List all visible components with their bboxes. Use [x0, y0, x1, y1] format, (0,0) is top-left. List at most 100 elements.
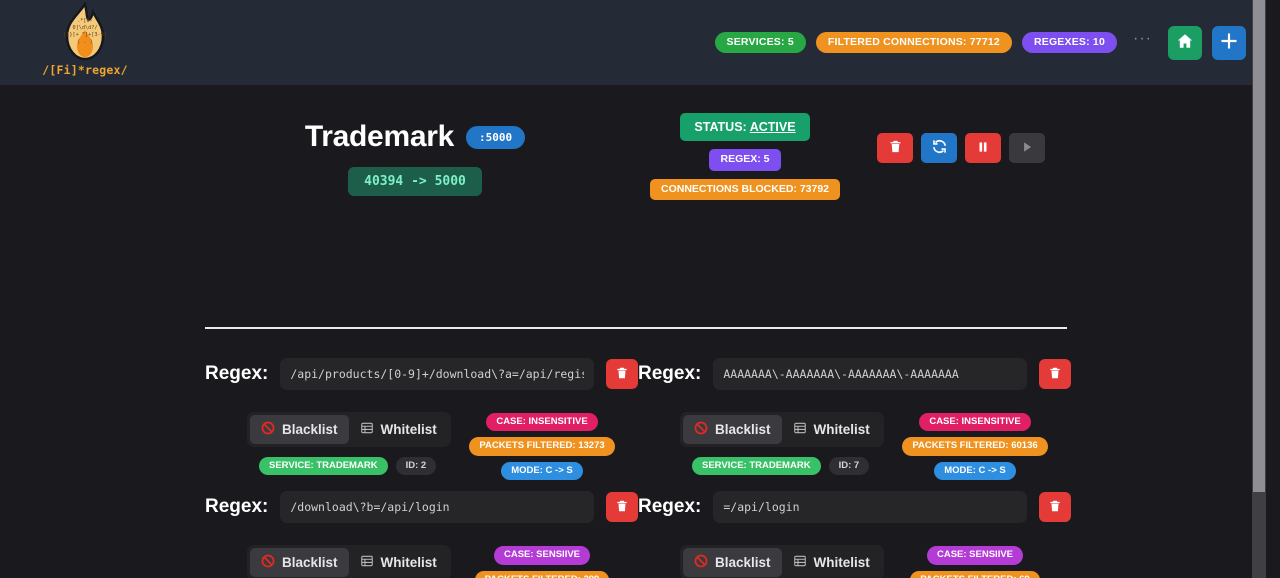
- regex-input[interactable]: [713, 491, 1027, 524]
- regex-field-label: Regex:: [205, 496, 269, 518]
- regex-stats-group: CASE: SENSIIVE PACKETS FILTERED: 299 MOD…: [447, 545, 637, 578]
- svg-text:.*[0-: .*[0-: [77, 18, 93, 24]
- regex-input[interactable]: [713, 358, 1027, 390]
- start-service-button[interactable]: [1009, 133, 1045, 163]
- trash-icon: [1048, 499, 1062, 516]
- regex-rule-card: Regex:: [205, 347, 638, 481]
- regex-field-label: Regex:: [638, 496, 702, 518]
- regexes-badge: REGEXES: 10: [1021, 32, 1118, 53]
- services-badge: SERVICES: 5: [714, 32, 806, 53]
- play-icon: [1020, 140, 1034, 157]
- list-icon: [360, 421, 374, 438]
- regex-rule-card: Regex:: [205, 480, 638, 578]
- whitelist-option[interactable]: Whitelist: [349, 415, 448, 444]
- plus-icon: [1219, 31, 1239, 54]
- delete-regex-button[interactable]: [606, 359, 638, 389]
- whitelist-label: Whitelist: [813, 422, 870, 437]
- pause-service-button[interactable]: [965, 133, 1001, 163]
- service-status-group: STATUS: ACTIVE REGEX: 5 CONNECTIONS BLOC…: [649, 113, 841, 201]
- overflow-menu-icon[interactable]: ···: [1133, 29, 1152, 47]
- flame-icon: .*[0- 0]\d\d?/ {1}[+ ^]+[3-9] ( . ): [57, 0, 113, 62]
- header-status-bar: SERVICES: 5 FILTERED CONNECTIONS: 77712 …: [714, 0, 1246, 85]
- delete-regex-button[interactable]: [1039, 359, 1071, 389]
- whitelist-option[interactable]: Whitelist: [349, 548, 448, 577]
- service-detail-page: Trademark :5000 40394 -> 5000 STATUS: AC…: [0, 85, 1266, 578]
- regenerate-service-button[interactable]: [921, 133, 957, 163]
- packets-filtered-tag: PACKETS FILTERED: 69: [910, 570, 1040, 578]
- refresh-icon: [931, 138, 948, 158]
- status-badge: STATUS: ACTIVE: [680, 113, 810, 141]
- port-mapping-badge: 40394 -> 5000: [348, 167, 482, 196]
- blacklist-label: Blacklist: [715, 555, 771, 571]
- trash-icon: [1048, 366, 1062, 383]
- filtered-connections-badge: FILTERED CONNECTIONS: 77712: [815, 32, 1012, 53]
- home-button[interactable]: [1168, 25, 1202, 60]
- whitelist-label: Whitelist: [813, 555, 870, 571]
- list-mode-toggle: Blacklist Whitelist: [680, 545, 884, 578]
- app-header: .*[0- 0]\d\d?/ {1}[+ ^]+[3-9] ( . ) /[Fi…: [0, 0, 1266, 85]
- service-tag: SERVICE: TRADEMARK: [692, 457, 821, 476]
- regex-stats-group: CASE: INSENSITIVE PACKETS FILTERED: 1327…: [447, 412, 637, 481]
- direction-mode-tag: MODE: C -> S: [501, 461, 583, 481]
- packets-filtered-tag: PACKETS FILTERED: 299: [474, 570, 610, 578]
- svg-text:{1}[+ ^]+[3-9]: {1}[+ ^]+[3-9]: [63, 32, 107, 38]
- add-service-button[interactable]: [1212, 25, 1246, 60]
- service-status-and-actions: STATUS: ACTIVE REGEX: 5 CONNECTIONS BLOC…: [649, 113, 1215, 201]
- whitelist-label: Whitelist: [380, 422, 437, 437]
- blacklist-label: Blacklist: [715, 422, 771, 437]
- regex-rule-card: Regex:: [638, 480, 1071, 578]
- blacklist-label: Blacklist: [282, 555, 338, 571]
- list-icon: [360, 554, 374, 571]
- blacklist-option[interactable]: Blacklist: [683, 415, 782, 444]
- delete-regex-button[interactable]: [606, 492, 638, 523]
- pause-icon: [976, 140, 990, 157]
- blacklist-option[interactable]: Blacklist: [250, 415, 349, 444]
- scrollbar-thumb[interactable]: [1253, 0, 1265, 492]
- regex-rules-grid: Regex:: [0, 347, 1266, 578]
- block-icon: [694, 554, 708, 571]
- trash-icon: [615, 499, 629, 516]
- regex-mode-group: Blacklist Whitelist SERVICE: TRADEMARK: [247, 545, 451, 578]
- packets-filtered-tag: PACKETS FILTERED: 13273: [469, 437, 615, 456]
- status-label: STATUS:: [694, 120, 750, 134]
- delete-regex-button[interactable]: [1039, 492, 1071, 523]
- case-sensitivity-tag: CASE: SENSIIVE: [926, 546, 1024, 565]
- brand-logo[interactable]: .*[0- 0]\d\d?/ {1}[+ ^]+[3-9] ( . ) /[Fi…: [42, 0, 128, 77]
- packets-filtered-tag: PACKETS FILTERED: 60136: [902, 437, 1048, 456]
- whitelist-option[interactable]: Whitelist: [782, 415, 881, 444]
- list-icon: [793, 421, 807, 438]
- delete-service-button[interactable]: [877, 133, 913, 163]
- case-sensitivity-tag: CASE: INSENSITIVE: [486, 413, 598, 432]
- block-icon: [261, 421, 275, 438]
- page-scrollbar[interactable]: [1252, 0, 1266, 578]
- section-divider: [205, 327, 1067, 329]
- service-summary: Trademark :5000 40394 -> 5000 STATUS: AC…: [0, 85, 1266, 235]
- regex-input[interactable]: [280, 358, 594, 390]
- blacklist-option[interactable]: Blacklist: [250, 548, 349, 578]
- list-icon: [793, 554, 807, 571]
- direction-mode-tag: MODE: C -> S: [934, 461, 1016, 481]
- regex-field-label: Regex:: [638, 363, 702, 384]
- list-mode-toggle: Blacklist Whitelist: [680, 412, 884, 447]
- regex-stats-group: CASE: SENSIIVE PACKETS FILTERED: 69 MODE…: [880, 545, 1070, 578]
- regex-mode-group: Blacklist Whitelist SERVICE: TRADEMARK: [680, 545, 884, 578]
- whitelist-option[interactable]: Whitelist: [782, 548, 881, 577]
- regex-mode-group: Blacklist Whitelist SERVICE: TRADEMARK: [247, 412, 451, 480]
- case-sensitivity-tag: CASE: INSENSITIVE: [919, 413, 1031, 432]
- regex-input[interactable]: [280, 491, 594, 524]
- trash-icon: [888, 139, 903, 157]
- block-icon: [261, 554, 275, 571]
- svg-text:( . ): ( . ): [77, 39, 93, 45]
- regex-mode-group: Blacklist Whitelist SERVICE: TRADEMARK: [680, 412, 884, 480]
- blacklist-option[interactable]: Blacklist: [683, 548, 782, 578]
- regex-stats-group: CASE: INSENSITIVE PACKETS FILTERED: 6013…: [880, 412, 1070, 481]
- service-action-buttons: [877, 133, 1045, 163]
- list-mode-toggle: Blacklist Whitelist: [247, 412, 451, 447]
- rule-id-tag: ID: 7: [828, 457, 870, 476]
- service-identity: Trademark :5000 40394 -> 5000: [205, 120, 625, 196]
- rule-id-tag: ID: 2: [395, 457, 437, 476]
- case-sensitivity-tag: CASE: SENSIIVE: [493, 546, 591, 565]
- svg-text:0]\d\d?/: 0]\d\d?/: [73, 25, 98, 31]
- service-regex-count-badge: REGEX: 5: [709, 149, 781, 171]
